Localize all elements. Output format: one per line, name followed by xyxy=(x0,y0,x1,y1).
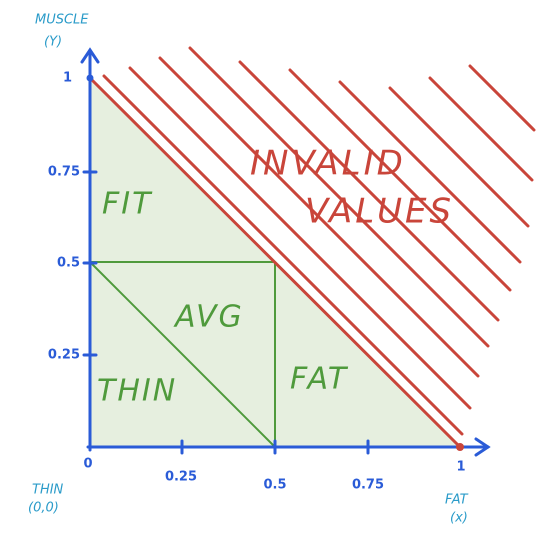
region-dividers xyxy=(89,261,276,448)
boundary-line xyxy=(90,78,462,449)
y-arrow xyxy=(80,47,100,64)
region-label: FIT xyxy=(102,187,153,222)
x-tick-label: 0.5 xyxy=(263,478,286,493)
axis-subtitle: (Y) xyxy=(44,35,62,50)
invalid-hatching xyxy=(90,46,536,449)
hatch-line xyxy=(128,66,472,410)
x-arrow xyxy=(474,437,491,457)
x-tick-label: 0.75 xyxy=(352,478,384,493)
hatch-line xyxy=(428,76,534,182)
y-tick-label: 0.25 xyxy=(48,348,80,363)
invalid-label: INVALID xyxy=(250,144,406,184)
y-tick-label: 0.5 xyxy=(57,256,80,271)
region-label: AVG xyxy=(173,300,244,335)
y-tick-label: 0.75 xyxy=(48,165,80,180)
hatch-line xyxy=(468,64,536,132)
axis-subtitle: (x) xyxy=(450,511,468,526)
origin-title: THIN xyxy=(32,483,64,498)
hatch-line xyxy=(188,46,490,348)
origin-coords: (0,0) xyxy=(28,501,59,516)
region-label: FAT xyxy=(290,362,349,397)
axis-title: FAT xyxy=(445,493,469,508)
point xyxy=(86,74,94,82)
divider-line xyxy=(89,261,276,448)
y-tick-label: 1 xyxy=(63,71,72,86)
axes xyxy=(80,47,491,457)
origin-tick-label: 0 xyxy=(83,457,92,472)
axis-title: MUSCLE xyxy=(35,13,89,28)
hatch-line xyxy=(338,80,522,264)
region-label: THIN xyxy=(97,374,177,409)
boundary-line xyxy=(102,74,464,436)
point xyxy=(456,443,464,451)
hatch-line xyxy=(288,68,512,292)
hatch-line xyxy=(238,60,500,322)
invalid-label: VALUES xyxy=(305,192,454,232)
x-tick-label: 0.25 xyxy=(165,470,197,485)
x-tick-label: 1 xyxy=(456,460,465,475)
hatch-line xyxy=(158,56,480,378)
hatch-line xyxy=(388,86,530,228)
